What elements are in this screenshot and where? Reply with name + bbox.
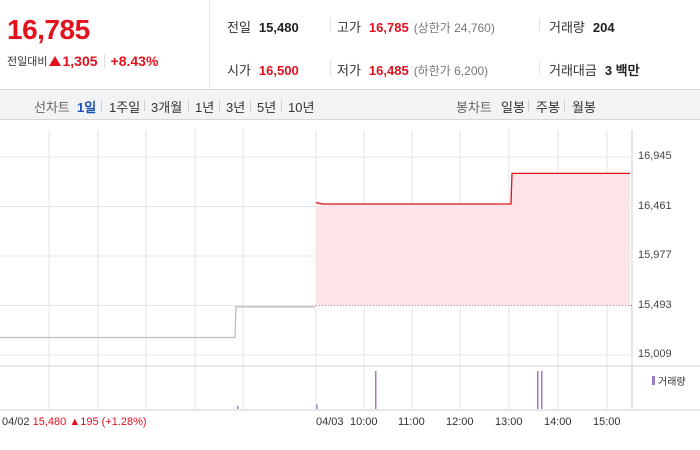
divider — [564, 100, 565, 111]
period-1y[interactable]: 1년 — [195, 100, 215, 115]
high-label: 고가 — [337, 20, 361, 35]
volume-bar — [237, 405, 239, 409]
today-area — [316, 173, 630, 306]
candle-weekly[interactable]: 주봉 — [536, 100, 560, 115]
x-tick-label: 10:00 — [350, 416, 378, 428]
line-chart-label: 선차트 — [34, 100, 70, 115]
prev-close-label: 전일 — [227, 20, 251, 35]
period-1d[interactable]: 1일 — [77, 100, 97, 115]
divider — [219, 100, 220, 111]
volume-value: 204 — [592, 20, 615, 35]
quote-summary: 16,785 전일대비 1,305 +8.43% 전일 15,480 고가 16… — [0, 0, 700, 90]
candle-monthly[interactable]: 월봉 — [572, 100, 596, 115]
divider — [144, 100, 145, 111]
low-value: 16,485 — [368, 63, 409, 78]
prev-day-change: 195 — [80, 416, 99, 428]
y-tick-label: 15,493 — [638, 298, 672, 311]
amount-label: 거래대금 — [549, 63, 597, 78]
chart-toolbar: 선차트 1일 1주일 3개월 1년 3년 5년 10년 봉차트 일봉 주봉 월봉 — [0, 90, 700, 120]
low-stat: 저가 16,485 (하한가 6,200) — [337, 60, 488, 79]
x-tick-label: 15:00 — [593, 416, 621, 428]
legend-swatch — [652, 376, 655, 385]
divider — [103, 54, 105, 68]
amount-stat: 거래대금 3 백만 — [549, 60, 640, 79]
upper-limit: (상한가 24,760) — [413, 21, 495, 35]
x-tick-label: 13:00 — [495, 416, 523, 428]
y-tick-label: 16,945 — [638, 150, 672, 162]
period-1w[interactable]: 1주일 — [109, 100, 141, 115]
volume-stat: 거래량 204 — [549, 17, 615, 36]
divider — [539, 61, 540, 75]
change-row: 전일대비 1,305 +8.43% — [7, 53, 158, 69]
high-stat: 고가 16,785 (상한가 24,760) — [337, 17, 495, 36]
volume-bar — [537, 371, 539, 409]
x-tick-label: 12:00 — [446, 416, 474, 428]
y-tick-label: 16,461 — [638, 199, 672, 212]
period-5y[interactable]: 5년 — [257, 100, 277, 115]
prev-close-stat: 전일 15,480 — [227, 17, 299, 36]
prev-close-value: 15,480 — [258, 20, 299, 35]
divider — [330, 61, 331, 75]
divider — [250, 100, 251, 111]
prev-day-info: 04/02 15,480 ▲195 (+1.28%) — [2, 416, 147, 428]
up-arrow-icon: ▲ — [69, 416, 81, 428]
high-value: 16,785 — [368, 20, 409, 35]
volume-label: 거래량 — [549, 20, 585, 35]
prev-day-line — [0, 306, 315, 339]
period-10y[interactable]: 10년 — [288, 100, 315, 115]
lower-limit: (하한가 6,200) — [413, 64, 489, 78]
divider — [188, 100, 189, 111]
today-line — [315, 172, 630, 205]
open-label: 시가 — [227, 63, 251, 78]
open-value: 16,500 — [258, 63, 299, 78]
price-chart[interactable] — [0, 120, 700, 450]
volume-legend: 거래량 — [652, 373, 686, 388]
open-stat: 시가 16,500 — [227, 60, 299, 79]
x-tick-label: 14:00 — [544, 416, 572, 428]
current-price: 16,785 — [7, 14, 90, 45]
y-tick-label: 15,009 — [638, 348, 672, 360]
divider — [528, 100, 529, 111]
price-box: 16,785 전일대비 1,305 +8.43% — [0, 0, 210, 90]
volume-legend-label: 거래량 — [658, 377, 686, 388]
volume-bar — [375, 371, 377, 409]
x-tick-label: 11:00 — [398, 416, 425, 428]
candle-chart-label: 봉차트 — [456, 100, 492, 115]
divider — [281, 100, 282, 111]
period-3m[interactable]: 3개월 — [151, 100, 183, 115]
volume-bar — [541, 371, 543, 409]
change-label: 전일대비 — [7, 56, 48, 68]
prev-day-pct: (+1.28%) — [101, 416, 147, 428]
low-label: 저가 — [337, 63, 361, 78]
change-value: 1,305 — [62, 53, 98, 69]
amount-value: 3 백만 — [604, 63, 640, 78]
period-3y[interactable]: 3년 — [226, 100, 246, 115]
up-arrow-icon — [49, 56, 62, 66]
x-tick-label: 04/03 — [316, 416, 344, 428]
change-percent: +8.43% — [110, 53, 159, 69]
candle-daily[interactable]: 일봉 — [501, 100, 525, 115]
y-tick-label: 15,977 — [638, 249, 672, 261]
prev-day-close: 15,480 — [32, 416, 67, 428]
volume-bar — [316, 404, 318, 409]
divider — [330, 18, 331, 32]
divider — [101, 100, 102, 111]
divider — [539, 18, 540, 32]
prev-day-date: 04/02 — [2, 416, 30, 428]
